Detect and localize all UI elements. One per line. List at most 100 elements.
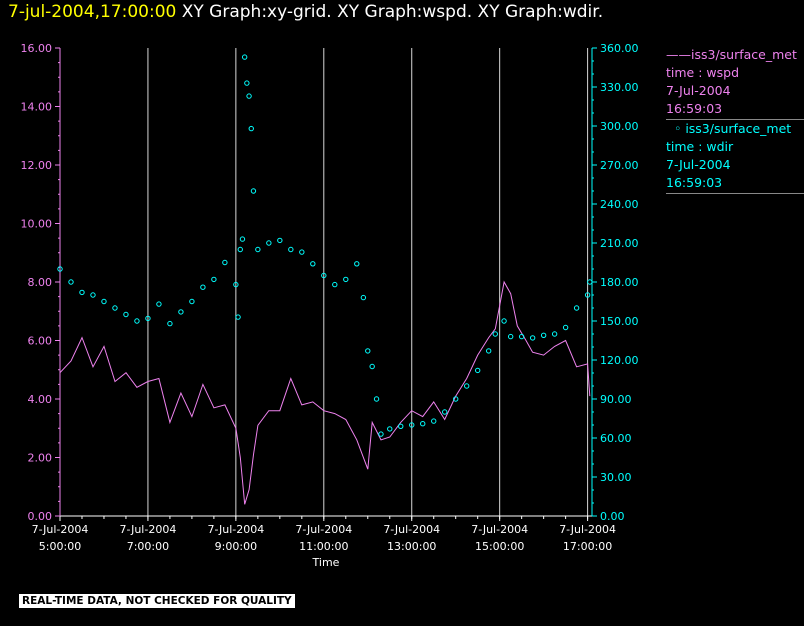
series-point-wdir [57, 266, 63, 272]
series-point-wdir [237, 246, 243, 253]
legend-source: iss3/surface_met [691, 47, 797, 62]
left-tick-label: 2.00 [28, 452, 53, 465]
series-point-wdir [365, 348, 371, 354]
legend-time: 16:59:03 [666, 101, 723, 116]
right-tick-label: 0.00 [600, 510, 625, 523]
x-tick-label-time: 5:00:00 [39, 540, 81, 553]
series-point-wdir [501, 318, 507, 324]
legend-variable: time : wdir [666, 139, 734, 154]
left-tick-label: 16.00 [21, 42, 53, 55]
series-point-wdir [343, 276, 349, 283]
series-point-wdir [244, 80, 250, 86]
legend-point-marker: ◦ [673, 121, 682, 136]
series-point-wdir [518, 333, 525, 340]
x-tick-label-time: 13:00:00 [387, 540, 436, 553]
series-point-wdir [112, 305, 118, 311]
series-point-wdir [241, 54, 248, 60]
header: 7-jul-2004,17:00:00 XY Graph:xy-grid. XY… [8, 2, 603, 22]
series-point-wdir [239, 236, 246, 242]
series-point-wdir [277, 237, 283, 244]
series-point-wdir [584, 292, 591, 298]
series-point-wdir [266, 240, 272, 246]
series-line-wspd [59, 280, 591, 505]
series-point-wdir [321, 272, 327, 279]
legend-entry-wdir: ◦ iss3/surface_met time : wdir 7-Jul-200… [666, 120, 804, 194]
x-tick-label-date: 7-Jul-2004 [32, 523, 89, 536]
series-point-wdir [587, 279, 593, 285]
legend-date: 7-Jul-2004 [666, 83, 731, 98]
series-point-wdir [222, 259, 228, 266]
series-point-wdir [246, 93, 252, 99]
series-point-wdir [156, 301, 162, 307]
series-point-wdir [360, 294, 367, 301]
series-point-wdir [235, 314, 241, 320]
x-tick-label-time: 9:00:00 [215, 540, 257, 553]
series-point-wdir [369, 363, 375, 370]
series-point-wdir [332, 281, 338, 288]
right-tick-label: 180.00 [600, 276, 639, 289]
right-tick-label: 30.00 [600, 471, 632, 484]
right-tick-label: 60.00 [600, 432, 632, 445]
series-point-wdir [485, 348, 492, 354]
right-tick-label: 210.00 [600, 237, 639, 250]
series-point-wdir [211, 276, 217, 283]
right-tick-label: 90.00 [600, 393, 632, 406]
right-tick-label: 150.00 [600, 315, 639, 328]
series-point-wdir [431, 418, 437, 424]
series-point-wdir [200, 284, 206, 290]
x-tick-label-date: 7-Jul-2004 [383, 523, 440, 536]
legend-date: 7-Jul-2004 [666, 157, 731, 172]
series-point-wdir [299, 249, 305, 255]
series-point-wdir [167, 320, 173, 327]
series-point-wdir [310, 261, 316, 267]
left-tick-label: 10.00 [21, 218, 53, 231]
series-point-wdir [373, 396, 380, 402]
series-point-wdir [573, 305, 580, 311]
left-tick-label: 6.00 [28, 335, 53, 348]
series-point-wdir [288, 246, 294, 253]
right-tick-label: 360.00 [600, 42, 639, 55]
legend-time: 16:59:03 [666, 175, 723, 190]
series-point-wdir [463, 383, 470, 389]
x-tick-label-date: 7-Jul-2004 [295, 523, 352, 536]
series-point-wdir [420, 421, 426, 427]
right-tick-label: 300.00 [600, 120, 639, 133]
series-point-wdir [68, 279, 74, 285]
x-tick-label-time: 15:00:00 [475, 540, 524, 553]
left-tick-label: 0.00 [28, 510, 53, 523]
series-point-wdir [233, 281, 239, 288]
x-tick-label-date: 7-Jul-2004 [559, 523, 616, 536]
x-tick-label-date: 7-Jul-2004 [471, 523, 528, 536]
series-point-wdir [178, 309, 184, 315]
series-point-wdir [79, 289, 85, 296]
series-point-wdir [101, 298, 107, 305]
right-tick-label: 240.00 [600, 198, 639, 211]
legend-variable: time : wspd [666, 65, 740, 80]
series-point-wdir [507, 333, 514, 340]
series-point-wdir [409, 422, 415, 428]
series-point-wdir [123, 311, 129, 318]
series-point-wdir [248, 125, 254, 132]
series-point-wdir [255, 246, 261, 253]
series-point-wdir [387, 426, 393, 432]
series-point-wdir [250, 188, 257, 194]
series-point-wdir [145, 315, 151, 322]
header-graph-names: XY Graph:xy-grid. XY Graph:wspd. XY Grap… [181, 2, 604, 22]
series-point-wdir [492, 331, 498, 337]
x-axis-title: Time [312, 556, 340, 569]
legend-entry-wspd: ——iss3/surface_met time : wspd 7-Jul-200… [666, 46, 804, 120]
x-tick-label-date: 7-Jul-2004 [207, 523, 264, 536]
series-point-wdir [189, 298, 195, 305]
series-point-wdir [134, 318, 140, 324]
series-point-wdir [540, 332, 547, 338]
right-tick-label: 270.00 [600, 159, 639, 172]
series-point-wdir [529, 335, 536, 341]
legend-line-marker: —— [666, 47, 691, 62]
legend-source: iss3/surface_met [685, 121, 792, 136]
left-tick-label: 4.00 [28, 393, 53, 406]
series-point-wdir [474, 367, 481, 374]
series-point-wdir [90, 292, 96, 298]
series-point-wdir [442, 409, 448, 415]
header-timestamp: 7-jul-2004,17:00:00 [8, 2, 177, 22]
